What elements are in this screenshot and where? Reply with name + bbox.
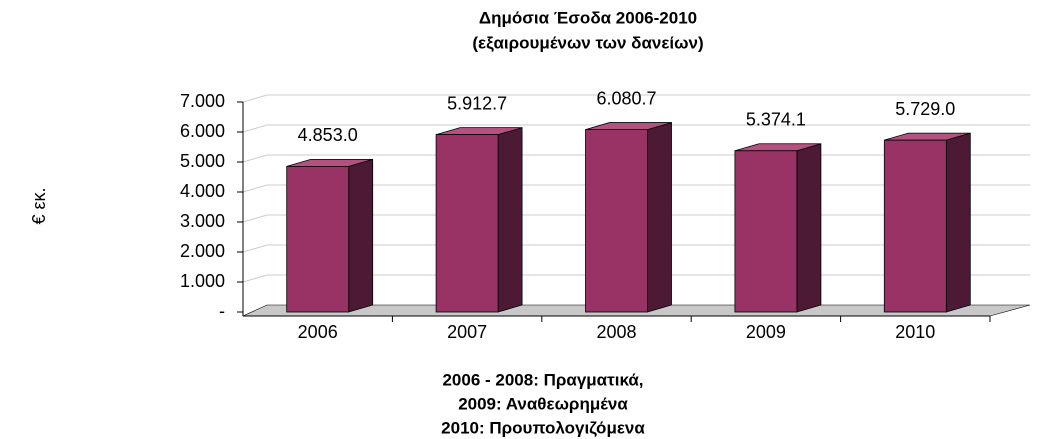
- y-tick-label: 3.000: [180, 211, 225, 231]
- value-label: 6.080.7: [596, 88, 656, 108]
- bar: [883, 139, 947, 313]
- value-label: 5.912.7: [447, 93, 507, 113]
- bar: [286, 166, 350, 313]
- bar-side: [647, 122, 672, 313]
- bar-side: [796, 143, 822, 313]
- y-axis-label: € εκ.: [29, 187, 49, 224]
- y-tick-label: 4.000: [180, 181, 225, 201]
- note: 2010: Προυπολογιζόμενα: [441, 418, 645, 437]
- y-tick-label: 1.000: [180, 271, 225, 291]
- y-tick-label: 2.000: [180, 241, 225, 261]
- grid-line: [242, 94, 1030, 103]
- y-tick-label: 5.000: [180, 151, 225, 171]
- bar: [734, 150, 798, 313]
- x-tick-label: 2006: [298, 322, 338, 342]
- bar: [435, 134, 499, 313]
- chart-subtitle: (εξαιρουμένων των δανείων): [472, 33, 703, 52]
- y-tick-label: 6.000: [180, 121, 225, 141]
- value-label: 5.374.1: [746, 110, 806, 130]
- grid-line: [242, 124, 1030, 133]
- note: 2006 - 2008: Πραγματικά,: [442, 370, 643, 389]
- x-tick-label: 2007: [447, 322, 487, 342]
- bar-side: [945, 132, 971, 313]
- y-tick-label: 7.000: [180, 91, 225, 111]
- bar-side: [348, 158, 374, 313]
- x-tick-label: 2008: [596, 322, 636, 342]
- y-tick-label: -: [219, 301, 225, 321]
- note: 2009: Αναθεωρημένα: [458, 394, 628, 413]
- bar-side: [497, 127, 523, 313]
- x-tick-label: 2009: [746, 322, 786, 342]
- value-label: 4.853.0: [298, 125, 358, 145]
- chart-title: Δημόσια Έσοδα 2006-2010: [479, 8, 697, 27]
- value-label: 5.729.0: [895, 99, 955, 119]
- bar: [585, 129, 648, 313]
- x-tick-label: 2010: [895, 322, 935, 342]
